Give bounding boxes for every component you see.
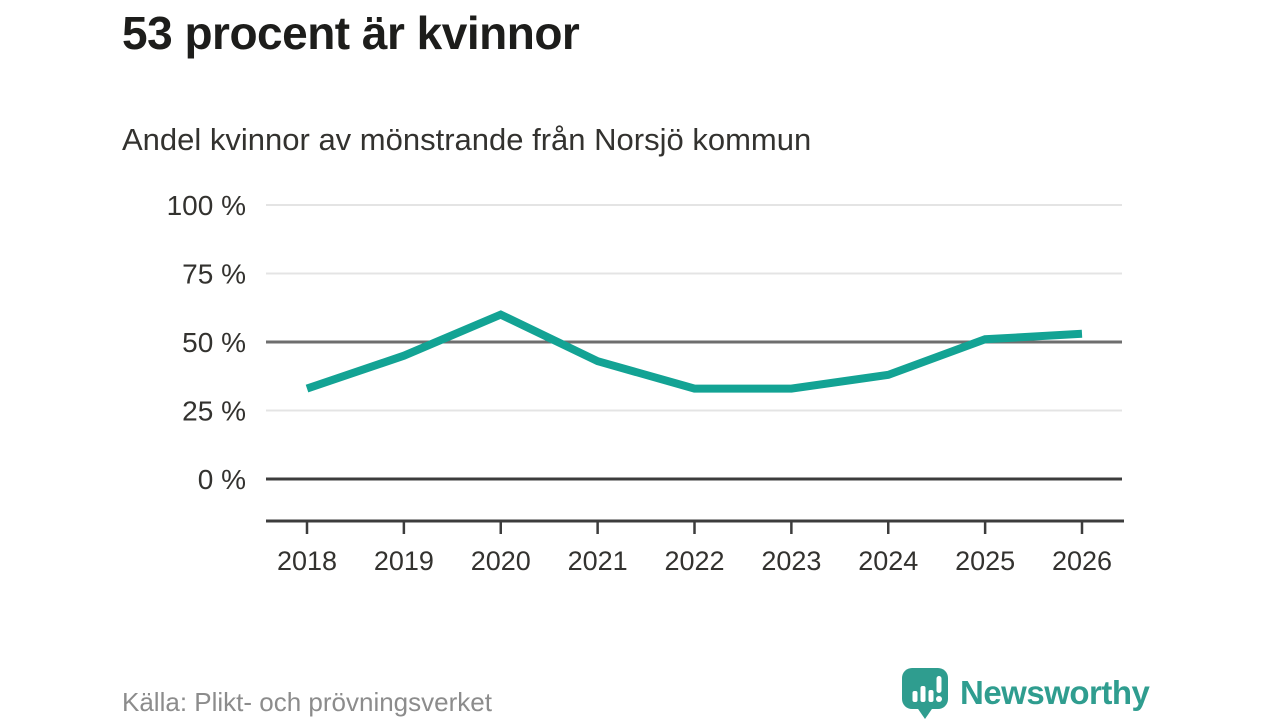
chart-title: 53 procent är kvinnor [122, 7, 580, 59]
x-axis-label-2026: 2026 [1052, 546, 1112, 576]
x-axis-label-2022: 2022 [664, 546, 724, 576]
x-axis-label-2025: 2025 [955, 546, 1015, 576]
y-axis-label-0: 0 % [198, 464, 246, 495]
x-axis-label-2019: 2019 [374, 546, 434, 576]
chart-subtitle: Andel kvinnor av mönstrande från Norsjö … [122, 122, 812, 157]
data-line-andel-kvinnor-av-m-nstrande [305, 310, 1083, 393]
y-axis-label-25: 25 % [182, 396, 246, 427]
x-axis-label-2023: 2023 [761, 546, 821, 576]
x-axis-label-2024: 2024 [858, 546, 918, 576]
x-axis-label-2021: 2021 [568, 546, 628, 576]
x-axis-label-2018: 2018 [277, 546, 337, 576]
source-note: Källa: Plikt- och prövningsverket [122, 687, 492, 717]
brand-name: Newsworthy [960, 673, 1150, 711]
y-axis-label-100: 100 % [167, 190, 246, 221]
x-axis-label-2020: 2020 [471, 546, 531, 576]
brand-logo: Newsworthy [900, 665, 1160, 720]
y-axis-label-50: 50 % [182, 327, 246, 358]
speech-bubble-bar-chart-exclamation-icon [902, 667, 948, 719]
y-axis-label-75: 75 % [182, 259, 246, 290]
